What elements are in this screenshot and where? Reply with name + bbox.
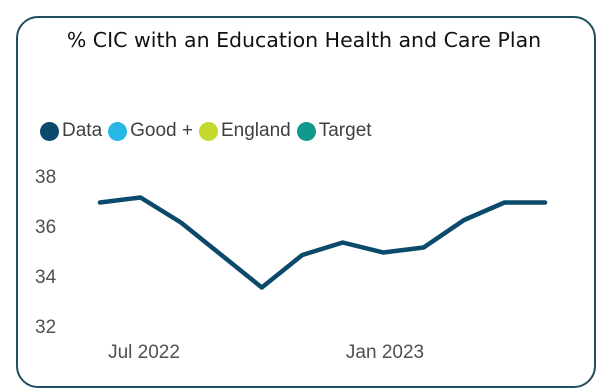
series-line-data[interactable] — [97, 195, 548, 290]
x-tick-label: Jul 2022 — [108, 342, 180, 363]
legend-label-england: England — [221, 120, 291, 141]
legend-marker-england — [199, 121, 218, 141]
data-point[interactable] — [543, 200, 547, 205]
data-point[interactable] — [300, 253, 305, 257]
chart-title: % CIC with an Education Health and Care … — [66, 28, 542, 52]
data-point[interactable] — [502, 200, 507, 205]
legend-item-good[interactable]: Good + — [108, 120, 193, 142]
chart-legend: Data Good + England Target — [40, 117, 378, 145]
data-point[interactable] — [340, 240, 345, 245]
legend-marker-good — [108, 121, 128, 141]
y-tick-label: 36 — [35, 217, 56, 238]
x-axis: Jul 2022 Jan 2023 — [108, 342, 424, 363]
legend-item-england[interactable]: England — [199, 120, 291, 142]
data-point[interactable] — [381, 250, 386, 255]
y-tick-label: 38 — [35, 167, 56, 188]
data-point[interactable] — [421, 245, 426, 250]
x-tick-label: Jan 2023 — [346, 342, 424, 363]
legend-item-target[interactable]: Target — [296, 120, 372, 142]
data-point[interactable] — [259, 285, 264, 290]
data-point[interactable] — [178, 220, 183, 225]
data-point[interactable] — [219, 253, 224, 257]
legend-label-good: Good + — [130, 120, 193, 141]
legend-item-data[interactable]: Data — [40, 120, 102, 142]
data-point[interactable] — [138, 195, 143, 200]
data-point[interactable] — [462, 218, 467, 222]
legend-label-data: Data — [62, 120, 103, 141]
data-point[interactable] — [98, 200, 102, 205]
y-axis: 38 36 34 32 — [35, 167, 57, 338]
legend-marker-data — [40, 121, 59, 141]
legend-marker-target — [296, 121, 316, 141]
y-tick-label: 32 — [35, 317, 56, 338]
y-tick-label: 34 — [35, 267, 57, 288]
legend-label-target: Target — [318, 120, 372, 141]
data-points — [98, 195, 547, 290]
